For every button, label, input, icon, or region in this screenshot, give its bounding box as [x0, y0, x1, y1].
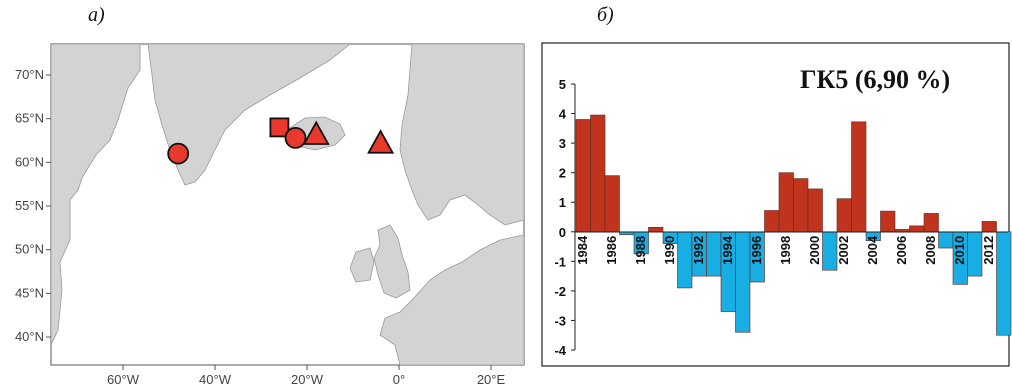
y-tick-label: 1	[559, 195, 566, 210]
lon-label: 60°W	[107, 372, 140, 387]
bar-2013	[996, 231, 1012, 336]
north-america-land	[51, 44, 141, 346]
bar-1997	[764, 210, 780, 233]
x-tick-label: 1994	[720, 235, 735, 265]
bar-1985	[590, 114, 606, 233]
x-tick-label: 1992	[691, 236, 706, 265]
bar-2011	[967, 231, 983, 277]
y-tick-label: -3	[554, 313, 566, 328]
lon-label: 0°	[393, 372, 405, 387]
x-tick-label: 2008	[923, 236, 938, 265]
x-tick-label: 1984	[575, 235, 590, 265]
lon-label: 20°E	[477, 372, 506, 387]
x-tick-label: 2000	[807, 236, 822, 265]
latitude-labels: 70°N 65°N 60°N 55°N 50°N 45°N 40°N	[15, 67, 51, 344]
y-tick-label: 5	[559, 77, 566, 92]
x-tick-label: 2012	[981, 236, 996, 265]
lon-label: 20°W	[291, 372, 324, 387]
site-marker-square	[269, 117, 290, 138]
lat-label: 45°N	[15, 285, 44, 300]
y-tick-label: -1	[554, 254, 566, 269]
x-tick-label: 1998	[778, 236, 793, 265]
x-tick-label: 1990	[662, 236, 677, 265]
bar-2009	[938, 231, 954, 249]
bar-1991	[677, 231, 693, 289]
lat-label: 70°N	[15, 67, 44, 82]
x-tick-label: 1996	[749, 236, 764, 265]
x-tick-label: 2002	[836, 236, 851, 265]
bar-2003	[851, 121, 867, 233]
lat-label: 55°N	[15, 198, 44, 213]
bar-1984	[575, 119, 591, 233]
site-marker-triangle	[302, 120, 330, 145]
bar-2002	[836, 198, 852, 233]
bar-2005	[880, 210, 896, 233]
site-marker-circle	[284, 126, 307, 149]
panel-label-b: б)	[597, 4, 614, 26]
x-tick-label: 1988	[633, 236, 648, 265]
site-marker-triangle	[367, 129, 395, 154]
britain-land	[373, 224, 411, 299]
lat-label: 50°N	[15, 242, 44, 257]
x-axis-ticks: 1984 1986 1988 1990 1992 1994 1996 1998 2000 2002…	[575, 235, 996, 265]
chart-frame	[541, 42, 1010, 367]
x-tick-label: 2006	[894, 236, 909, 265]
y-tick-label: 0	[559, 225, 566, 240]
bar-1989	[648, 227, 664, 233]
bar-1999	[793, 178, 809, 233]
bar-2006	[894, 229, 910, 233]
y-tick-label: 2	[559, 166, 566, 181]
x-tick-label: 1986	[604, 236, 619, 265]
chart-title: ГК5 (6,90 %)	[800, 65, 950, 94]
map-frame	[50, 43, 525, 366]
lat-label: 60°N	[15, 154, 44, 169]
bar-1995	[735, 231, 751, 333]
site-markers	[167, 117, 395, 165]
bar-1993	[706, 231, 722, 277]
y-tick-label: 4	[559, 107, 567, 122]
site-marker-circle	[167, 142, 190, 165]
bar-1986	[604, 175, 620, 233]
bar-2008	[923, 213, 939, 233]
x-tick-label: 2004	[865, 235, 880, 265]
bars	[575, 114, 1012, 336]
greenland-land	[147, 44, 351, 186]
europe-land	[379, 234, 524, 365]
bar-2007	[909, 225, 925, 233]
bar-2012	[981, 221, 997, 233]
bar-2000	[807, 188, 823, 233]
longitude-labels: 60°W 40°W 20°W 0° 20°E	[107, 365, 505, 387]
y-tick-label: -4	[554, 343, 566, 358]
panel-label-a: а)	[88, 4, 105, 26]
y-tick-label: 3	[559, 136, 566, 151]
lat-label: 65°N	[15, 111, 44, 126]
lon-label: 40°W	[199, 372, 232, 387]
lat-label: 40°N	[15, 329, 44, 344]
map-panel: 70°N 65°N 60°N 55°N 50°N 45°N 40°N 60°W 40°W 20°…	[15, 43, 525, 387]
y-axis-ticks: 5 4 3 2 1 0 -1 -2 -3 -4	[554, 77, 575, 358]
ireland-land	[349, 247, 375, 283]
x-tick-label: 2010	[952, 236, 967, 265]
scandinavia-land	[399, 44, 524, 226]
y-tick-label: -2	[554, 284, 566, 299]
bar-1998	[778, 172, 794, 233]
bar-2001	[822, 231, 838, 271]
